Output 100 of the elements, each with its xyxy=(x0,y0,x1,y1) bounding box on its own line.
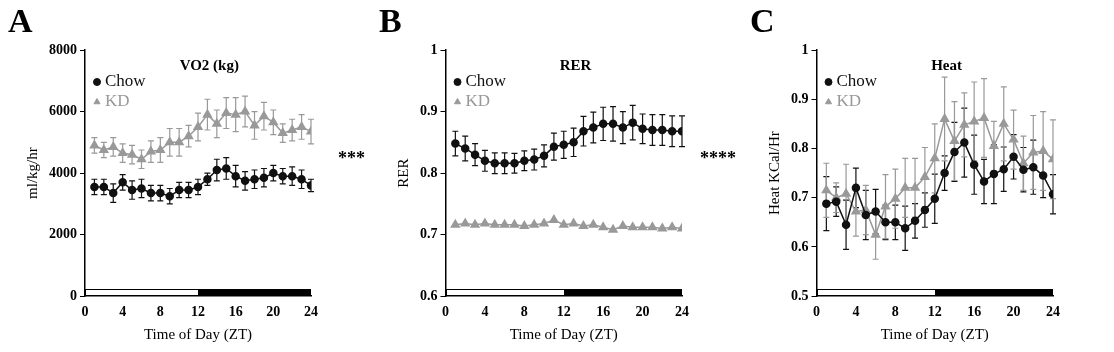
point xyxy=(910,216,920,226)
point xyxy=(296,121,307,130)
point xyxy=(579,127,588,136)
point xyxy=(979,177,989,186)
point xyxy=(950,147,959,157)
x-tick-label: 12 xyxy=(191,304,205,320)
point xyxy=(108,141,118,150)
point xyxy=(667,127,677,136)
point xyxy=(231,109,241,118)
point xyxy=(155,144,165,154)
point xyxy=(999,164,1008,174)
y-tick-label: 6000 xyxy=(49,103,77,119)
point xyxy=(127,149,137,158)
x-axis-title: Time of Day (ZT) xyxy=(509,325,618,343)
y-tick-label: 0.5 xyxy=(791,287,809,303)
x-tick-label: 8 xyxy=(156,304,164,320)
y-axis-title: ml/kg/hr xyxy=(23,147,40,199)
point xyxy=(136,154,147,163)
point xyxy=(146,146,156,155)
x-tick-label: 24 xyxy=(675,304,689,320)
point xyxy=(520,156,529,166)
point xyxy=(871,207,880,216)
y-tick-label: 0.7 xyxy=(791,189,809,205)
point xyxy=(618,123,628,132)
point xyxy=(470,219,480,228)
point xyxy=(539,151,549,161)
point xyxy=(549,142,559,151)
point xyxy=(989,169,999,179)
point xyxy=(259,173,269,182)
point xyxy=(831,197,841,206)
y-tick-label: 0.6 xyxy=(791,238,809,254)
point xyxy=(490,159,500,168)
x-tick-label: 8 xyxy=(520,304,528,320)
y-tick-label: 0.6 xyxy=(420,287,438,303)
point xyxy=(500,159,509,168)
point xyxy=(920,171,930,181)
point xyxy=(657,223,667,232)
y-tick-label: 4000 xyxy=(49,164,77,180)
point xyxy=(568,218,579,227)
point xyxy=(146,188,156,198)
y-tick-label: 0.8 xyxy=(791,140,809,156)
point xyxy=(287,171,297,181)
y-tick-label: 1 xyxy=(801,41,809,57)
point xyxy=(841,188,851,197)
point xyxy=(174,137,184,146)
point xyxy=(165,137,175,146)
legend-label: Chow xyxy=(105,71,147,91)
point xyxy=(1038,171,1048,180)
point xyxy=(529,155,539,164)
point xyxy=(118,147,128,157)
point xyxy=(212,165,222,175)
y-tick-label: 2000 xyxy=(49,226,77,242)
point xyxy=(559,219,569,228)
point xyxy=(221,107,231,117)
point xyxy=(1028,147,1038,156)
point xyxy=(89,140,100,149)
legend-label: KD xyxy=(105,91,130,111)
point xyxy=(588,219,598,228)
point xyxy=(240,106,250,115)
x-tick-label: 20 xyxy=(1006,304,1021,320)
point xyxy=(1019,165,1028,174)
x-tick-label: 24 xyxy=(1046,304,1060,320)
point xyxy=(480,156,490,166)
point xyxy=(184,185,193,195)
point xyxy=(278,127,288,137)
point xyxy=(949,135,960,145)
legend-label: Chow xyxy=(465,71,507,91)
point xyxy=(193,182,203,192)
point xyxy=(628,222,638,231)
x-tick-label: 0 xyxy=(442,304,449,320)
point xyxy=(529,219,539,228)
y-axis-title: Heat KCal/Hr xyxy=(765,131,782,215)
text: C xyxy=(750,2,775,40)
text: *** xyxy=(338,148,365,169)
point xyxy=(174,185,184,195)
point xyxy=(183,130,194,140)
point xyxy=(960,138,969,147)
point xyxy=(90,182,99,192)
x-tick-label: 16 xyxy=(596,304,611,320)
point xyxy=(451,139,460,148)
text: B xyxy=(379,2,402,40)
point xyxy=(821,185,831,194)
point xyxy=(989,140,999,150)
point xyxy=(450,219,460,228)
point xyxy=(969,160,979,169)
point xyxy=(240,176,250,186)
point xyxy=(578,220,589,230)
x-tick-label: 4 xyxy=(119,304,127,320)
point xyxy=(648,125,657,135)
point xyxy=(608,224,618,233)
point xyxy=(202,109,213,118)
point xyxy=(127,185,137,195)
point xyxy=(193,121,203,130)
point xyxy=(99,182,109,192)
x-tick-label: 24 xyxy=(304,304,318,320)
point xyxy=(1018,158,1029,167)
point xyxy=(890,193,900,202)
point xyxy=(959,119,969,128)
point xyxy=(509,219,520,228)
point xyxy=(460,144,470,153)
